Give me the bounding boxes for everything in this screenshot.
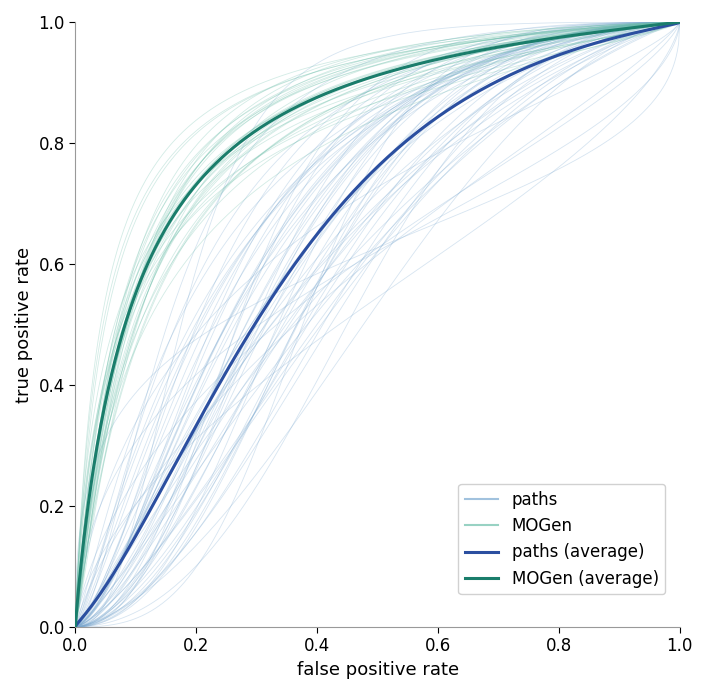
- Legend: paths, MOGen, paths (average), MOGen (average): paths, MOGen, paths (average), MOGen (av…: [458, 484, 666, 595]
- Y-axis label: true positive rate: true positive rate: [15, 246, 33, 403]
- X-axis label: false positive rate: false positive rate: [297, 661, 459, 679]
